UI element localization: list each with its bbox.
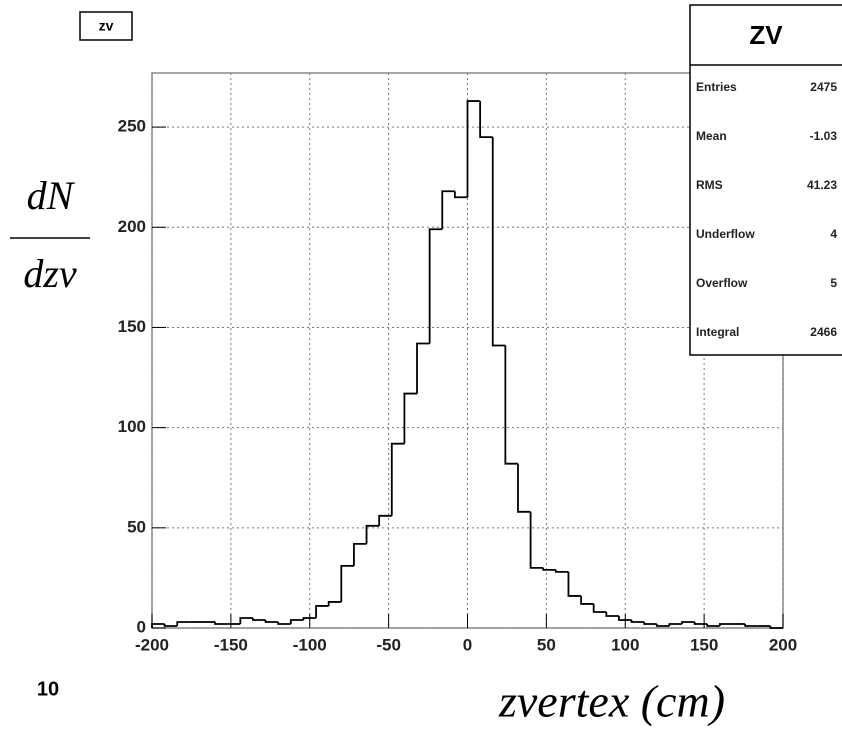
- stats-label: Underflow: [696, 227, 755, 241]
- histogram-bin: [315, 605, 329, 618]
- title-box: [79, 11, 133, 41]
- histogram-bin: [416, 342, 430, 394]
- histogram-bin: [277, 621, 291, 625]
- histogram-bin: [441, 190, 455, 230]
- histogram-bin: [681, 621, 695, 624]
- stats-label: Entries: [696, 80, 737, 94]
- histogram-bin: [163, 623, 178, 627]
- x-tick-label: 200: [769, 635, 797, 654]
- chart-title: zv: [99, 18, 114, 34]
- histogram-bin: [466, 100, 481, 198]
- histogram-bin: [491, 137, 506, 347]
- histogram-bin: [668, 623, 683, 626]
- histogram-bin: [252, 617, 266, 621]
- page-number: 10: [37, 678, 59, 700]
- histogram-bin: [353, 542, 367, 566]
- histogram-bin: [706, 623, 720, 627]
- histogram-bin: [453, 191, 468, 199]
- histogram-bin: [403, 392, 418, 444]
- histogram-bin: [567, 571, 582, 597]
- histogram-bin: [378, 514, 392, 526]
- histogram-bin: [517, 463, 531, 513]
- x-tick-label: -150: [214, 635, 248, 654]
- x-tick-label: 150: [690, 635, 718, 654]
- histogram-bin: [769, 625, 783, 629]
- y-tick-label: 250: [118, 117, 146, 136]
- stats-value: 2475: [810, 80, 837, 94]
- y-tick-label: 150: [118, 317, 146, 336]
- stats-value: -1.03: [810, 129, 838, 143]
- y-tick-label: 0: [137, 617, 146, 636]
- histogram-bin: [630, 619, 645, 623]
- histogram-bin: [605, 611, 619, 617]
- histogram-bin: [542, 567, 556, 571]
- histogram-bin: [264, 619, 279, 623]
- histogram-bin: [214, 621, 228, 625]
- stats-title: ZV: [749, 20, 783, 50]
- x-tick-label: 100: [611, 635, 639, 654]
- x-tick-label: 0: [463, 635, 472, 654]
- x-tick-label: 50: [537, 635, 556, 654]
- histogram-bin: [327, 601, 342, 606]
- stats-value: 5: [830, 276, 837, 290]
- histogram-bin: [744, 623, 758, 627]
- histogram-bin: [365, 524, 380, 544]
- stats-box: ZV Entries 2475 Mean -1.03 RMS 41.23 Underflow…: [689, 4, 842, 356]
- histogram-bin: [176, 621, 190, 626]
- stats-label: Integral: [696, 325, 739, 339]
- histogram-bin: [554, 569, 569, 573]
- histogram-bin: [239, 617, 253, 624]
- x-tick-label: -50: [376, 635, 401, 654]
- histogram-bin: [592, 603, 607, 613]
- histogram-bin: [428, 228, 443, 344]
- histogram-bin: [580, 595, 594, 605]
- x-tick-label: -200: [135, 635, 169, 654]
- y-label-bottom: dzv: [23, 251, 77, 296]
- histogram-bin: [529, 511, 544, 569]
- y-label-top: dN: [27, 173, 76, 218]
- histogram-bin: [719, 623, 733, 626]
- stats-value: 41.23: [807, 178, 837, 192]
- stats-value: 2466: [810, 325, 837, 339]
- histogram-bin: [643, 621, 657, 625]
- histogram-bin: [504, 345, 518, 465]
- histogram-bin: [618, 615, 632, 621]
- stats-label: RMS: [696, 178, 723, 192]
- x-tick-label: -100: [293, 635, 327, 654]
- histogram-bin: [289, 619, 304, 624]
- y-tick-label: 50: [127, 517, 146, 536]
- histogram-bin: [302, 617, 317, 620]
- stats-label: Overflow: [696, 276, 748, 290]
- y-tick-label: 100: [118, 417, 146, 436]
- histogram-bin: [693, 621, 708, 625]
- histogram-bin: [390, 442, 405, 516]
- histogram-bin: [655, 623, 670, 627]
- stats-value: 4: [830, 227, 837, 241]
- y-tick-label: 200: [118, 217, 146, 236]
- stats-label: Mean: [696, 129, 727, 143]
- stats-frame: [689, 4, 842, 356]
- histogram-bin: [340, 564, 354, 602]
- x-label: zvertex (cm): [498, 676, 725, 727]
- histogram-bin: [151, 623, 165, 628]
- histogram-bin: [479, 101, 493, 139]
